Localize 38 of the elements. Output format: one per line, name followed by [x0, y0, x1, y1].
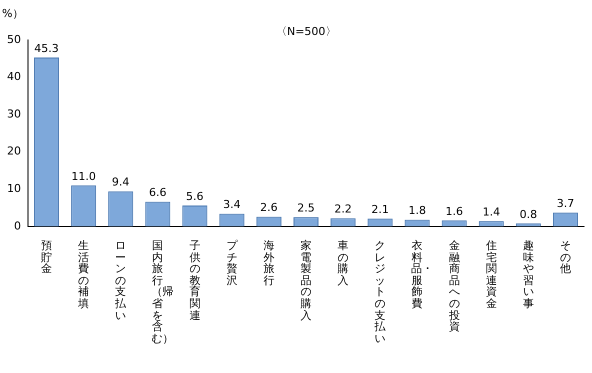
x-tick-label: 預貯金: [40, 239, 53, 276]
data-label: 5.6: [186, 190, 204, 203]
x-tick-label: 車の購入: [337, 239, 350, 287]
x-tick-label: 家電製品の購入: [300, 239, 312, 322]
x-tick-label: 趣味や習い事: [522, 239, 534, 310]
x-tick-label: プチ贅沢: [226, 239, 238, 287]
y-axis-title: %）: [2, 6, 24, 21]
data-label: 1.4: [482, 206, 500, 219]
y-tick-label: 50: [6, 32, 21, 46]
data-label: 1.8: [408, 204, 426, 218]
x-tick-label: 子供の教育関連: [188, 239, 201, 322]
y-tick-label: 20: [6, 144, 21, 158]
y-tick-label: 30: [6, 107, 21, 120]
data-label: 9.4: [112, 176, 130, 189]
chart-title: 〈N=500〉: [276, 24, 336, 39]
data-label: 11.0: [71, 170, 96, 183]
x-tick-label: 海外旅行: [262, 239, 275, 287]
y-tick-label: 0: [14, 219, 21, 232]
data-label: 2.1: [371, 202, 389, 216]
data-label: 2.6: [260, 201, 278, 214]
data-label: 3.4: [223, 198, 241, 212]
x-tick-label: ローンの支払い: [114, 239, 127, 322]
data-label: 3.7: [556, 196, 574, 210]
data-label: 6.6: [148, 186, 166, 200]
y-tick-label: 40: [6, 70, 21, 84]
x-tick-label: その他: [559, 239, 572, 276]
data-label: 2.2: [334, 202, 352, 216]
data-label: 45.3: [34, 42, 59, 55]
x-tick-label: 住宅関連資金: [485, 239, 498, 310]
category-label: 国内旅行（帰省を含む）: [152, 239, 174, 345]
data-label: 2.5: [297, 201, 315, 214]
x-tick-label: 衣料品・服飾費: [411, 239, 434, 310]
x-tick-label: 金融商品への投資: [448, 239, 460, 334]
x-tick-label: 生活費の補填: [78, 239, 90, 310]
y-tick-label: 10: [6, 182, 21, 195]
data-label: 1.6: [446, 204, 464, 218]
data-label: 0.8: [520, 208, 538, 221]
category-label: クレジットの支払い: [374, 239, 386, 345]
